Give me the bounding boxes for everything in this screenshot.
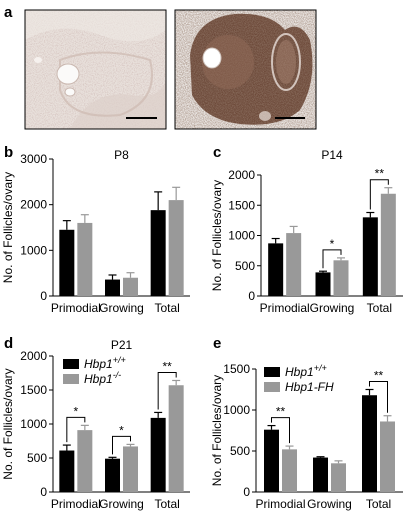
y-tick-label: 0 [40,485,47,499]
bar-mut-1 [123,446,138,492]
bar-wt-2 [150,210,166,296]
x-tick-label: Total [154,497,179,511]
panel-letter-c: c [213,144,221,161]
panel-letter-d: d [4,335,13,352]
y-axis-label: No. of Follicles/ovary [1,368,15,479]
x-tick-label: Total [367,301,392,315]
y-tick-label: 500 [235,259,255,273]
bar-mut-1 [123,277,138,296]
bar-mut-2 [380,421,395,492]
y-axis-label: No. of Follicles/ovary [1,172,15,283]
bar-wt-2 [362,217,378,296]
y-tick-label: 1500 [20,383,47,397]
y-tick-label: 0 [243,485,250,499]
x-tick-label: Primodial [51,497,101,511]
bar-wt-2 [362,395,377,492]
y-tick-label: 0 [40,289,47,303]
significance-bracket [369,381,388,413]
chart-title: P8 [114,148,129,162]
micrograph-left-frame [24,9,167,130]
panel-letter-a: a [4,4,13,21]
y-tick-label: 3000 [20,152,47,166]
chart-c: c P14 No. of Follicles/ovary 0 500 1000 1500 20… [210,144,403,315]
bar-mut-2 [168,385,184,492]
y-tick-label: 2000 [228,168,255,182]
y-tick-label: 1000 [20,417,47,431]
y-axis-label: No. of Follicles/ovary [210,375,224,486]
legend-swatch-mut [264,382,280,392]
bar-mut-0 [286,233,302,296]
legend-label-mut: Hbp1-FH [285,380,334,394]
bar-wt-1 [105,458,120,492]
significance-bracket [157,371,177,410]
y-tick-label: 1000 [20,243,47,257]
panel-letter-b: b [4,144,13,161]
x-tick-label: Growing [99,301,144,315]
x-tick-label: Growing [307,497,352,511]
x-tick-label: Total [154,301,179,315]
y-tick-label: 1000 [223,403,250,417]
bar-mut-1 [331,463,346,492]
x-tick-label: Primodial [255,497,305,511]
chart-b: b P8 No. of Follicles/ovary 0 1000 2000 3000 Pr… [1,144,190,315]
y-axis-label: No. of Follicles/ovary [210,180,224,291]
bar-mut-1 [333,260,349,296]
bar-wt-0 [59,450,75,492]
micrograph-right-frame [174,9,317,130]
x-tick-label: Primodial [260,301,310,315]
micrograph-right [175,10,316,129]
x-tick-label: Growing [310,301,355,315]
y-tick-label: 0 [248,289,255,303]
y-tick-label: 2000 [20,349,47,363]
legend-swatch-wt [264,367,280,377]
bar-wt-0 [59,229,75,296]
legend-label-mut: Hbp1-/- [84,370,121,386]
bar-mut-0 [77,222,93,296]
bar-wt-1 [313,457,328,492]
y-tick-label: 2000 [20,198,47,212]
bar-mut-0 [282,449,297,492]
bar-mut-2 [168,200,184,296]
significance-label: * [73,404,78,418]
bar-wt-2 [150,417,166,492]
bar-mut-2 [380,193,396,296]
significance-bracket [369,179,389,210]
significance-bracket [66,416,86,443]
bar-wt-1 [105,279,120,296]
chart-title: P21 [111,338,133,352]
bar-wt-0 [268,243,284,296]
significance-bracket [322,249,342,269]
legend-label-wt: Hbp1+/+ [84,355,126,371]
significance-label: ** [374,369,384,383]
significance-bracket [112,435,131,455]
significance-label: ** [162,359,172,373]
legend-label-wt: Hbp1+/+ [285,363,327,379]
significance-label: * [119,423,124,437]
legend-swatch-wt [63,359,79,369]
x-tick-label: Growing [99,497,144,511]
panel-letter-e: e [213,335,221,352]
bar-mut-0 [77,430,93,492]
y-tick-label: 1500 [228,198,255,212]
y-tick-label: 500 [230,444,250,458]
chart-panels: b P8 No. of Follicles/ovary 0 1000 2000 3000 Pr… [1,144,403,511]
chart-e: e No. of Follicles/ovary 0 500 1000 1500 Primo… [210,335,403,511]
significance-label: ** [375,167,385,181]
chart-d: d P21 No. of Follicles/ovary 0 500 1000 1500 20… [1,335,190,511]
bar-wt-1 [315,272,331,296]
x-tick-label: Primodial [51,301,101,315]
micrograph-left [25,10,166,129]
y-tick-label: 1500 [223,362,250,376]
y-tick-label: 500 [27,451,47,465]
bar-wt-0 [264,429,279,492]
significance-bracket [271,417,290,444]
chart-title: P14 [321,148,343,162]
x-tick-label: Total [366,497,391,511]
significance-label: ** [276,405,286,419]
y-tick-label: 1000 [228,229,255,243]
legend-swatch-mut [63,374,79,384]
significance-label: * [330,237,335,251]
